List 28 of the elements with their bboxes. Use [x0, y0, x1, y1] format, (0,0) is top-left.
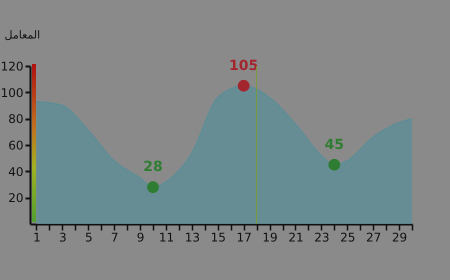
point [328, 158, 340, 171]
x-tick-label: 29 [392, 230, 408, 244]
y-tick-label: 20 [8, 191, 24, 206]
x-tick-label: 23 [314, 230, 330, 244]
y-axis-title: المعامل [4, 28, 40, 42]
x-tick-label: 15 [210, 230, 226, 244]
y-tick-label: 40 [8, 164, 24, 179]
y-tick-label: 60 [8, 138, 24, 152]
x-tick-label: 13 [184, 230, 200, 244]
y-tick-label: 80 [8, 112, 24, 126]
x-tick-label: 11 [158, 230, 174, 244]
x-tick-label: 7 [110, 230, 118, 244]
y-tick-label: 100 [0, 86, 24, 100]
data-label: 28 [143, 159, 163, 176]
data-label: 45 [324, 136, 344, 153]
x-tick-label: 21 [288, 230, 304, 244]
data-label: 105 [229, 58, 258, 74]
x-tick-label: 17 [236, 230, 252, 244]
x-tick-label: 1 [33, 230, 41, 244]
x-tick-label: 27 [366, 230, 382, 244]
x-tick-label: 25 [340, 230, 356, 244]
x-tick-label: 19 [262, 230, 278, 244]
x-tick-label: 3 [59, 230, 67, 244]
x-tick-label: 5 [84, 230, 93, 244]
x-tick-label: 9 [136, 230, 144, 244]
y-tick-label: 120 [0, 60, 24, 74]
point [147, 181, 159, 194]
point [238, 80, 250, 92]
